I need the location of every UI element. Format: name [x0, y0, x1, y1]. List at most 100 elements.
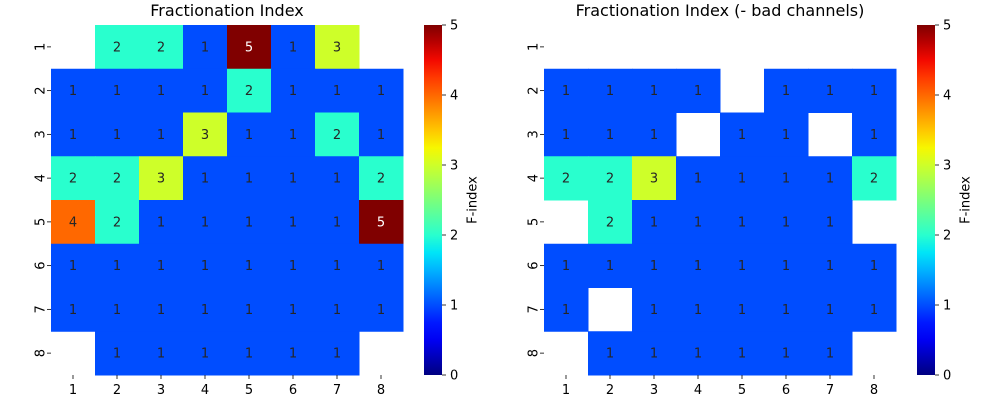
cell-label: 1 — [650, 128, 658, 143]
heatmap-cell — [720, 243, 765, 288]
cell-label: 1 — [69, 303, 77, 318]
x-tick-label: 5 — [738, 383, 746, 398]
heatmap-cell — [588, 156, 633, 201]
heatmap-cell — [139, 156, 184, 201]
y-tick-label: 1 — [34, 43, 49, 51]
heatmap-cell — [139, 25, 184, 70]
colorbar-gradient — [424, 25, 442, 375]
heatmap-cell — [852, 112, 897, 157]
heatmap-cell — [764, 243, 809, 288]
cell-label: 2 — [69, 172, 77, 187]
cell-label: 1 — [157, 347, 165, 362]
cell-label: 1 — [606, 84, 614, 99]
x-tick-label: 3 — [157, 383, 165, 398]
cell-label: 2 — [333, 128, 341, 143]
heatmap-cell — [359, 156, 404, 201]
heatmap-cell — [720, 112, 765, 157]
cell-label: 1 — [289, 40, 297, 55]
heatmap-cell — [676, 200, 721, 245]
heatmap-cell — [544, 112, 589, 157]
heatmap-cell — [588, 331, 633, 376]
cell-label: 1 — [245, 303, 253, 318]
cell-label: 1 — [201, 303, 209, 318]
heatmap-cell — [139, 200, 184, 245]
cell-label: 1 — [870, 259, 878, 274]
heatmap-cell — [676, 331, 721, 376]
x-tick-label: 7 — [333, 383, 341, 398]
x-tick-label: 2 — [606, 383, 614, 398]
cell-label: 1 — [157, 215, 165, 230]
cell-label: 1 — [245, 259, 253, 274]
heatmap-cell — [808, 156, 853, 201]
x-tick-label: 8 — [377, 383, 385, 398]
heatmap-cell — [852, 287, 897, 332]
colorbar-tick-label: 0 — [943, 369, 951, 384]
cell-label: 1 — [333, 347, 341, 362]
heatmap-cell — [183, 112, 228, 157]
cell-label: 1 — [826, 347, 834, 362]
cell-label: 1 — [377, 84, 385, 99]
y-tick-label: 5 — [527, 218, 542, 226]
cell-label: 1 — [782, 347, 790, 362]
heatmap-cell — [359, 112, 404, 157]
heatmap-cell — [227, 68, 272, 113]
cell-label: 1 — [69, 84, 77, 99]
x-tick-label: 6 — [289, 383, 297, 398]
cell-label: 3 — [201, 128, 209, 143]
cell-label: 5 — [245, 40, 253, 55]
cell-label: 1 — [826, 84, 834, 99]
heatmap-cell — [271, 25, 316, 70]
heatmap-cell — [271, 112, 316, 157]
heatmap-cell — [95, 331, 140, 376]
heatmap-cell — [720, 200, 765, 245]
cell-label: 2 — [606, 172, 614, 187]
x-tick-label: 5 — [245, 383, 253, 398]
heatmap-cell — [95, 243, 140, 288]
heatmap-cell — [588, 200, 633, 245]
cell-label: 1 — [562, 259, 570, 274]
heatmap-cell — [183, 25, 228, 70]
heatmap-cell — [632, 243, 677, 288]
cell-label: 1 — [333, 84, 341, 99]
heatmap-cell — [359, 68, 404, 113]
heatmap-cell — [139, 331, 184, 376]
heatmap-cell — [588, 68, 633, 113]
cell-label: 1 — [738, 259, 746, 274]
cell-label: 2 — [157, 40, 165, 55]
heatmap-cell — [764, 287, 809, 332]
heatmap-cell — [315, 287, 360, 332]
heatmap-cell — [227, 243, 272, 288]
colorbar-tick-label: 2 — [943, 229, 951, 244]
x-tick-label: 3 — [650, 383, 658, 398]
colorbar-label: F-index — [466, 176, 481, 224]
heatmap-cell — [720, 331, 765, 376]
x-tick-label: 7 — [826, 383, 834, 398]
x-tick-label: 1 — [69, 383, 77, 398]
cell-label: 1 — [113, 128, 121, 143]
cell-label: 1 — [201, 259, 209, 274]
cell-label: 1 — [782, 303, 790, 318]
heatmap-cell — [51, 112, 96, 157]
y-tick-label: 5 — [34, 218, 49, 226]
cell-label: 2 — [562, 172, 570, 187]
cell-label: 2 — [377, 172, 385, 187]
heatmap-cell — [95, 200, 140, 245]
heatmap-cell — [808, 243, 853, 288]
cell-label: 1 — [333, 215, 341, 230]
heatmap-cell — [588, 243, 633, 288]
heatmap-cell — [51, 200, 96, 245]
cell-label: 1 — [782, 172, 790, 187]
y-tick-label: 1 — [527, 43, 542, 51]
cell-label: 1 — [201, 172, 209, 187]
cell-label: 1 — [289, 128, 297, 143]
cell-label: 1 — [694, 347, 702, 362]
cell-label: 1 — [157, 84, 165, 99]
heatmap-cell — [227, 287, 272, 332]
colorbar-tick-label: 0 — [450, 369, 458, 384]
heatmap-cell — [544, 243, 589, 288]
y-tick-label: 2 — [527, 86, 542, 94]
y-tick-label: 8 — [34, 349, 49, 357]
heatmap-cell — [271, 243, 316, 288]
cell-label: 1 — [738, 128, 746, 143]
